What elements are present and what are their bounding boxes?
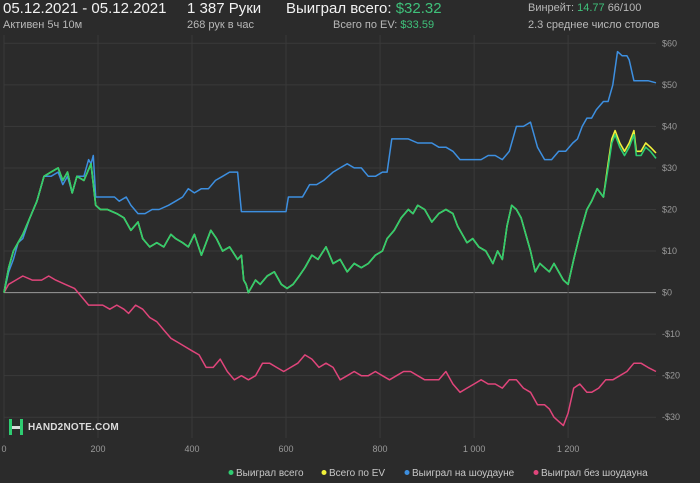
y-tick-label: $30	[662, 163, 677, 173]
legend-non-showdown-marker	[533, 470, 539, 475]
y-tick-label: $40	[662, 121, 677, 131]
hand2note-logo-text: HAND2NOTE.COM	[28, 421, 119, 433]
legend-won-label: Выиграл всего	[236, 468, 304, 479]
x-tick-label: 1 000	[463, 444, 486, 454]
y-tick-label: $10	[662, 246, 677, 256]
legend-ev-marker	[321, 470, 327, 475]
ev-line	[3, 129, 657, 294]
legend-non-showdown-label: Выиграл без шоудауна	[541, 467, 648, 479]
winrate: Винрейт: 14.77 66/100	[528, 2, 641, 14]
active-time: Активен 5ч 10м	[3, 19, 83, 31]
total-won-value: $32.32	[395, 0, 442, 17]
winrate-suffix: 66/100	[607, 2, 642, 14]
hands-per-hour: 268 рук в час	[187, 19, 255, 31]
y-tick-label: $20	[662, 204, 677, 214]
y-tick-label: -$30	[662, 412, 680, 422]
showdown-line	[3, 50, 657, 293]
legend-showdown-label: Выиграл на шоудауне	[412, 468, 515, 479]
winrate-label: Винрейт:	[528, 2, 575, 14]
x-tick-label: 0	[1, 444, 6, 454]
hand2note-logo: HAND2NOTE.COM	[8, 418, 119, 436]
non-showdown-line	[3, 275, 657, 427]
x-tick-label: 200	[91, 444, 106, 454]
total-won: Выиграл всего: $32.32	[286, 0, 442, 17]
x-tick-label: 800	[373, 444, 388, 454]
x-tick-label: 400	[185, 444, 200, 454]
total-ev-value: $33.59	[400, 19, 435, 31]
x-tick-label: 1 200	[557, 444, 580, 454]
legend-ev-label: Всего по EV	[329, 468, 385, 479]
winrate-value: 14.77	[577, 2, 605, 14]
legend-showdown-marker	[404, 470, 410, 475]
date-range: 05.12.2021 - 05.12.2021	[3, 0, 167, 17]
hand2note-logo-icon	[8, 418, 24, 436]
legend-won-marker	[228, 470, 234, 475]
total-ev: Всего по EV: $33.59	[333, 19, 434, 31]
y-tick-label: $0	[662, 288, 672, 298]
hands-count: 1 387 Руки	[187, 0, 262, 17]
y-tick-label: $60	[662, 38, 677, 48]
y-tick-label: -$20	[662, 371, 680, 381]
total-won-label: Выиграл всего:	[286, 0, 392, 17]
y-tick-label: -$10	[662, 329, 680, 339]
y-tick-label: $50	[662, 80, 677, 90]
won-line	[3, 133, 657, 294]
x-tick-label: 600	[279, 444, 294, 454]
total-ev-label: Всего по EV:	[333, 19, 398, 31]
avg-tables: 2.3 среднее число столов	[528, 19, 660, 31]
